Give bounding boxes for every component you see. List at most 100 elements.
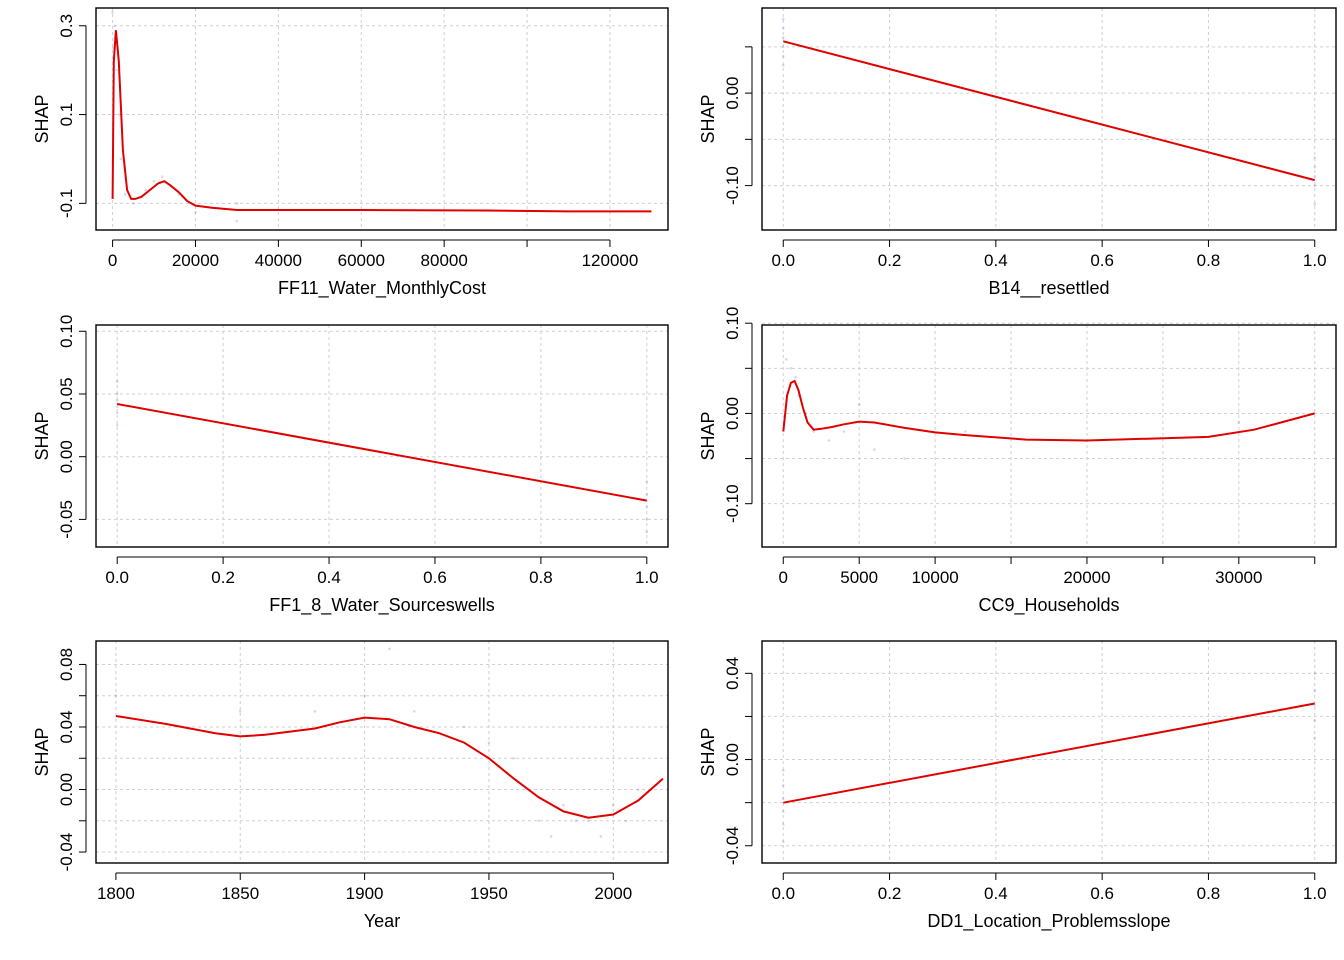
shap-point [812, 430, 815, 433]
y-tick-label: 0.00 [57, 773, 76, 806]
shap-point [1313, 202, 1317, 206]
shap-point [462, 725, 466, 729]
shap-point [115, 392, 119, 396]
shap-point [781, 797, 785, 800]
shap-point [1313, 175, 1317, 178]
y-tick-label: -0.04 [57, 833, 76, 872]
y-tick-label: -0.10 [723, 484, 742, 523]
shap-point [645, 480, 649, 484]
shap-point [132, 202, 135, 205]
x-tick-label: 80000 [421, 251, 468, 270]
y-tick-label: -0.05 [57, 500, 76, 539]
shap-point [1313, 736, 1317, 740]
y-tick-label: 0.10 [57, 315, 76, 348]
x-tick-label: 0.6 [1090, 884, 1114, 903]
x-tick-label: 1800 [97, 884, 135, 903]
plot-frame [761, 640, 1337, 864]
panel-5: 1800 1850 1900 1950 2000 -0.04 0.00 0.04 0.08 Yea… [32, 640, 669, 931]
x-tick-label: 2000 [594, 884, 632, 903]
x-tick-label: 5000 [840, 568, 878, 587]
shap-point [114, 694, 118, 698]
shap-point [123, 193, 127, 196]
plot-frame [95, 640, 669, 864]
x-tick-label: 0.0 [105, 568, 129, 587]
shap-point [781, 809, 785, 813]
trend-line [117, 403, 647, 502]
shap-point [587, 819, 590, 823]
shap-point [1237, 421, 1241, 424]
shap-point [842, 430, 846, 433]
shap-point [873, 448, 876, 451]
x-tick-label: 60000 [338, 251, 385, 270]
x-tick-label: 0.4 [984, 884, 1008, 903]
shap-point [115, 68, 119, 72]
y-tick-label: 0.00 [57, 440, 76, 473]
shap-point [194, 210, 197, 214]
x-tick-label: 0.4 [984, 251, 1008, 270]
trend-line [783, 702, 1315, 804]
y-tick-label: 0.05 [57, 377, 76, 410]
trend-line [111, 30, 652, 213]
x-tick-label: 10000 [911, 568, 958, 587]
y-tick-label: 0.10 [723, 307, 742, 340]
shap-point [781, 769, 785, 772]
shap-point [152, 179, 156, 183]
x-tick-label: 0 [779, 568, 788, 587]
y-tick-label: 0.3 [57, 14, 76, 38]
x-tick-label: 20000 [172, 251, 219, 270]
x-tick-label: 1.0 [1303, 251, 1327, 270]
y-tick-label: 0.04 [723, 657, 742, 690]
shap-point [599, 835, 603, 838]
panel-2: 0.0 0.2 0.4 0.6 0.8 1.0 -0.10 0.00 B14__resettle… [698, 7, 1337, 299]
shap-point [161, 175, 164, 179]
plot-frame [95, 324, 669, 548]
shap-point [562, 803, 565, 807]
shap-point [781, 54, 785, 58]
y-tick-label: 0.1 [57, 103, 76, 127]
shap-point [781, 784, 785, 787]
x-tick-label: 0.6 [423, 568, 447, 587]
x-tick-label: 0.2 [878, 251, 902, 270]
x-tick-label: 1.0 [635, 568, 659, 587]
y-tick-label: 0.00 [723, 77, 742, 110]
shap-point [235, 202, 239, 205]
y-tick-label: -0.04 [723, 826, 742, 865]
panel-6: 0.0 0.2 0.4 0.6 0.8 1.0 -0.04 0.00 0.04 DD1_Locat… [698, 640, 1337, 932]
x-axis-title: DD1_Location_Problemsslope [927, 911, 1170, 932]
y-axis-title: SHAP [32, 94, 52, 143]
shap-point [115, 411, 119, 415]
shap-point [903, 457, 907, 460]
y-axis-title: SHAP [32, 727, 52, 776]
shap-point [781, 27, 785, 30]
x-axis-title: CC9_Households [978, 595, 1119, 616]
x-tick-label: 0.0 [771, 251, 795, 270]
x-axis-title: FF11_Water_MonthlyCost [278, 278, 486, 299]
shap-point [487, 741, 491, 744]
x-tick-label: 0.8 [1197, 884, 1221, 903]
shap-point [1313, 165, 1317, 169]
shap-point [1313, 672, 1317, 675]
panel-3: 0.0 0.2 0.4 0.6 0.8 1.0 -0.05 0.00 0.05 0.10 FF1_8… [32, 315, 669, 616]
shap-point [857, 403, 861, 406]
trend-line [782, 379, 1315, 442]
shap-point [111, 11, 114, 14]
x-tick-label: 40000 [255, 251, 302, 270]
y-axis-title: SHAP [698, 727, 718, 776]
shap-point [549, 835, 553, 838]
trend-line [115, 715, 664, 819]
panel-4: 0 5000 10000 20000 30000 -0.10 0.00 0.10 CC9_Hou… [698, 307, 1337, 616]
x-tick-label: 20000 [1063, 568, 1110, 587]
shap-point [784, 357, 788, 361]
shap-point [363, 694, 366, 698]
shap-point [611, 803, 615, 807]
trend-line [783, 40, 1315, 182]
x-tick-label: 0.6 [1090, 251, 1114, 270]
plot-frame [761, 7, 1337, 231]
x-tick-label: 0.0 [771, 884, 795, 903]
x-tick-label: 30000 [1215, 568, 1262, 587]
shap-point [113, 24, 116, 28]
y-tick-label: 0.08 [57, 648, 76, 681]
shap-point [388, 647, 391, 651]
shap-point [1313, 704, 1317, 707]
shap-point [413, 710, 416, 713]
